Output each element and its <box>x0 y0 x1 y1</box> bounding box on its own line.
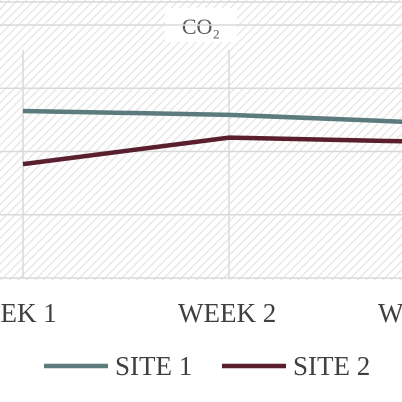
x-tick-label: EEK 1 <box>0 298 57 328</box>
chart-title: CO₂ <box>182 14 220 39</box>
x-tick-label: WEEK 2 <box>178 298 276 328</box>
x-tick-label: W <box>378 298 402 328</box>
series-line-site-2 <box>22 135 402 167</box>
series-layer <box>22 108 402 167</box>
x-axis-tick-labels: EEK 1 WEEK 2 W <box>0 298 402 328</box>
legend-label: SITE 1 <box>115 351 192 381</box>
legend-label: SITE 2 <box>293 351 370 381</box>
legend: SITE 1 SITE 2 <box>44 351 370 381</box>
series-line-site-1 <box>22 108 402 124</box>
